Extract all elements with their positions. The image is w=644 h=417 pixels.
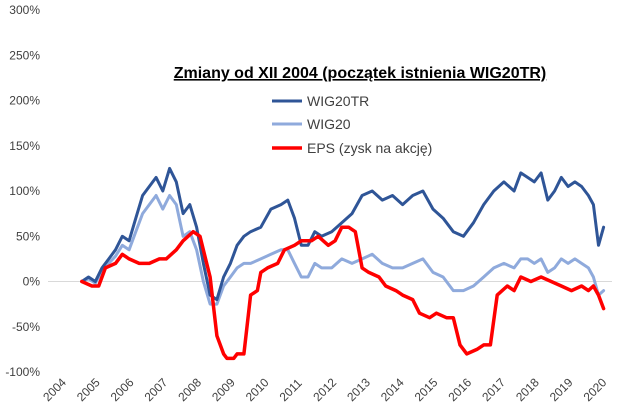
y-axis-ticks: -100% -50% 0% 50% 100% 150% 200% 250% 300% <box>5 3 40 379</box>
series-line-wig20 <box>80 194 606 306</box>
x-tick-label: 2010 <box>243 375 272 404</box>
legend-label: WIG20TR <box>307 93 369 109</box>
x-tick-label: 2016 <box>445 375 474 404</box>
y-tick-label: 250% <box>9 48 40 62</box>
series-line-eps <box>80 225 606 361</box>
legend-label: WIG20 <box>307 116 351 132</box>
x-tick-label: 2019 <box>547 375 576 404</box>
x-tick-label: 2009 <box>209 375 238 404</box>
series-layer <box>80 166 606 361</box>
legend-label: EPS (zysk na akcję) <box>307 140 432 156</box>
y-tick-label: 200% <box>9 94 40 108</box>
x-tick-label: 2011 <box>277 376 305 404</box>
x-tick-label: 2006 <box>108 375 137 404</box>
y-tick-label: 50% <box>16 229 40 243</box>
y-tick-label: -100% <box>5 365 40 379</box>
x-tick-label: 2005 <box>74 375 103 404</box>
y-tick-label: -50% <box>12 320 40 334</box>
x-axis-ticks: 2004 2005 2006 2007 2008 2009 2010 2011 2012 2013… <box>40 375 609 404</box>
x-tick-label: 2004 <box>40 375 69 404</box>
legend: WIG20TR WIG20 EPS (zysk na akcję) <box>272 93 432 156</box>
x-tick-label: 2013 <box>344 375 373 404</box>
x-tick-label: 2008 <box>175 375 204 404</box>
x-tick-label: 2017 <box>479 375 508 404</box>
x-tick-label: 2012 <box>310 375 339 404</box>
y-tick-label: 100% <box>9 184 40 198</box>
series-line-wig20tr <box>80 166 606 302</box>
x-tick-label: 2020 <box>581 375 610 404</box>
y-tick-label: 0% <box>23 275 41 289</box>
x-tick-label: 2014 <box>378 375 407 404</box>
y-tick-label: 150% <box>9 139 40 153</box>
x-tick-label: 2018 <box>513 375 542 404</box>
y-tick-label: 300% <box>9 3 40 17</box>
x-tick-label: 2007 <box>142 375 171 404</box>
x-tick-label: 2015 <box>412 375 441 404</box>
chart-title: Zmiany od XII 2004 (początek istnienia W… <box>174 65 547 82</box>
